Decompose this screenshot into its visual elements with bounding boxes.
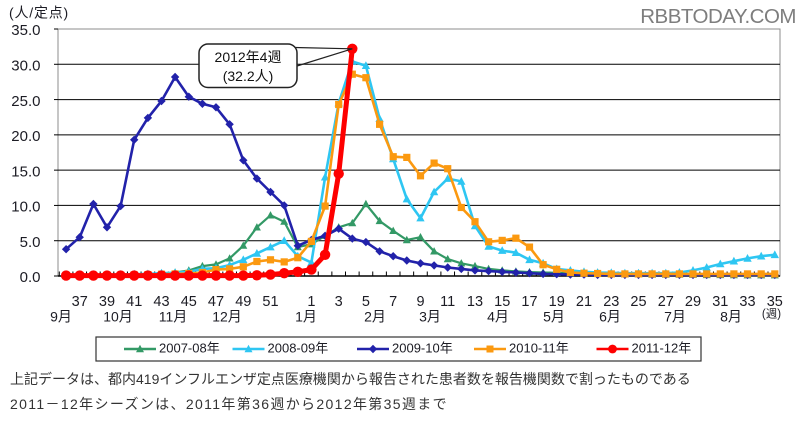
svg-text:9月: 9月 <box>50 309 72 325</box>
svg-text:31: 31 <box>712 294 728 310</box>
svg-text:41: 41 <box>126 294 142 310</box>
svg-text:15.0: 15.0 <box>11 163 40 180</box>
svg-text:(週): (週) <box>762 308 781 321</box>
svg-text:2012年4週: 2012年4週 <box>215 49 282 65</box>
svg-text:1月: 1月 <box>295 309 317 325</box>
svg-text:25.0: 25.0 <box>11 93 40 110</box>
svg-text:2月: 2月 <box>364 309 386 325</box>
svg-text:5月: 5月 <box>543 309 565 325</box>
svg-text:37: 37 <box>72 294 88 310</box>
svg-text:10.0: 10.0 <box>11 199 40 216</box>
svg-text:RBBTODAY.COM: RBBTODAY.COM <box>640 5 796 28</box>
svg-text:23: 23 <box>603 294 619 310</box>
svg-text:(32.2人): (32.2人) <box>223 68 274 84</box>
svg-text:10月: 10月 <box>103 309 133 325</box>
svg-text:30.0: 30.0 <box>11 58 40 75</box>
svg-text:9: 9 <box>416 294 424 310</box>
svg-text:(人/定点): (人/定点) <box>9 5 69 21</box>
svg-text:3月: 3月 <box>419 309 441 325</box>
svg-text:6月: 6月 <box>599 309 621 325</box>
svg-text:29: 29 <box>685 294 701 310</box>
svg-text:43: 43 <box>153 294 169 310</box>
svg-text:1: 1 <box>307 294 315 310</box>
svg-text:8月: 8月 <box>720 309 742 325</box>
svg-text:25: 25 <box>630 294 646 310</box>
svg-text:2011－12年シーズンは、2011年第36週から2012年: 2011－12年シーズンは、2011年第36週から2012年第35週まで <box>10 396 448 412</box>
svg-text:35.0: 35.0 <box>11 22 40 39</box>
svg-text:20.0: 20.0 <box>11 128 40 145</box>
svg-text:45: 45 <box>181 294 197 310</box>
svg-text:39: 39 <box>99 294 115 310</box>
svg-text:0.0: 0.0 <box>20 269 41 286</box>
svg-text:7: 7 <box>389 294 397 310</box>
svg-text:13: 13 <box>467 294 483 310</box>
svg-text:11: 11 <box>440 294 455 310</box>
svg-text:5: 5 <box>362 294 370 310</box>
svg-text:51: 51 <box>262 294 278 310</box>
svg-text:27: 27 <box>658 294 674 310</box>
svg-text:15: 15 <box>494 294 510 310</box>
svg-text:2009-10年: 2009-10年 <box>392 341 453 356</box>
svg-text:3: 3 <box>335 294 343 310</box>
svg-text:4月: 4月 <box>487 309 509 325</box>
svg-text:47: 47 <box>208 294 224 310</box>
svg-text:2010-11年: 2010-11年 <box>509 341 569 356</box>
svg-text:21: 21 <box>576 294 592 310</box>
svg-text:2008-09年: 2008-09年 <box>268 341 329 356</box>
svg-text:35: 35 <box>767 294 783 310</box>
svg-text:49: 49 <box>235 294 251 310</box>
svg-text:5.0: 5.0 <box>20 234 41 251</box>
svg-text:2007-08年: 2007-08年 <box>159 341 220 356</box>
svg-text:17: 17 <box>521 294 537 310</box>
svg-text:12月: 12月 <box>212 309 242 325</box>
svg-text:上記データは、都内419インフルエンザ定点医療機関から報告さ: 上記データは、都内419インフルエンザ定点医療機関から報告された患者数を報告機関… <box>10 371 691 387</box>
svg-text:7月: 7月 <box>664 309 686 325</box>
svg-text:19: 19 <box>549 294 565 310</box>
svg-text:33: 33 <box>739 294 755 310</box>
svg-text:2011-12年: 2011-12年 <box>632 341 692 356</box>
svg-text:11月: 11月 <box>159 309 188 325</box>
